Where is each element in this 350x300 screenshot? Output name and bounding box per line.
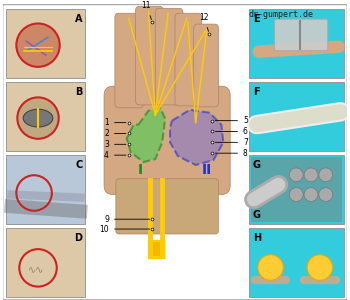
Text: 12: 12 xyxy=(199,13,209,31)
FancyBboxPatch shape xyxy=(251,157,342,222)
FancyBboxPatch shape xyxy=(104,86,230,195)
FancyBboxPatch shape xyxy=(274,19,328,51)
Circle shape xyxy=(304,188,318,202)
Text: 5: 5 xyxy=(215,116,248,125)
Polygon shape xyxy=(127,108,165,162)
Text: 6: 6 xyxy=(215,127,248,136)
FancyBboxPatch shape xyxy=(7,228,85,297)
FancyBboxPatch shape xyxy=(194,24,218,107)
Text: C: C xyxy=(75,160,82,170)
FancyBboxPatch shape xyxy=(249,82,343,151)
Text: 11: 11 xyxy=(142,1,152,20)
Text: A: A xyxy=(75,14,82,24)
FancyBboxPatch shape xyxy=(7,155,85,224)
FancyBboxPatch shape xyxy=(155,8,183,105)
Circle shape xyxy=(18,98,59,139)
Circle shape xyxy=(289,188,303,202)
FancyBboxPatch shape xyxy=(115,13,144,108)
Text: 10: 10 xyxy=(99,225,149,234)
Circle shape xyxy=(307,255,332,280)
Text: F: F xyxy=(253,87,259,97)
Polygon shape xyxy=(170,110,223,165)
FancyBboxPatch shape xyxy=(249,9,343,78)
Text: E: E xyxy=(253,14,259,24)
Text: I: I xyxy=(138,163,143,177)
FancyBboxPatch shape xyxy=(7,82,85,151)
Circle shape xyxy=(16,23,60,67)
FancyBboxPatch shape xyxy=(249,228,343,297)
Text: 1: 1 xyxy=(104,118,126,127)
Text: H: H xyxy=(253,233,261,243)
Text: 9: 9 xyxy=(104,215,149,224)
FancyBboxPatch shape xyxy=(175,13,202,106)
Text: ∿∿: ∿∿ xyxy=(28,265,44,275)
Circle shape xyxy=(258,255,284,280)
FancyBboxPatch shape xyxy=(7,9,85,78)
Text: 4: 4 xyxy=(104,151,126,160)
FancyBboxPatch shape xyxy=(249,155,343,224)
FancyBboxPatch shape xyxy=(135,6,163,105)
Text: G: G xyxy=(253,210,261,220)
Ellipse shape xyxy=(23,109,53,127)
Text: 2: 2 xyxy=(104,129,126,138)
Text: 7: 7 xyxy=(215,138,248,147)
Circle shape xyxy=(304,168,318,182)
Circle shape xyxy=(319,168,332,182)
Text: II: II xyxy=(202,163,212,177)
Text: dr-gumpert.de: dr-gumpert.de xyxy=(249,10,314,19)
Circle shape xyxy=(319,188,332,202)
Text: D: D xyxy=(74,233,82,243)
Text: B: B xyxy=(75,87,82,97)
Text: 3: 3 xyxy=(104,140,126,149)
Text: G: G xyxy=(253,160,261,170)
Text: 8: 8 xyxy=(215,149,248,158)
FancyBboxPatch shape xyxy=(116,179,218,234)
FancyBboxPatch shape xyxy=(2,4,348,300)
Circle shape xyxy=(289,168,303,182)
